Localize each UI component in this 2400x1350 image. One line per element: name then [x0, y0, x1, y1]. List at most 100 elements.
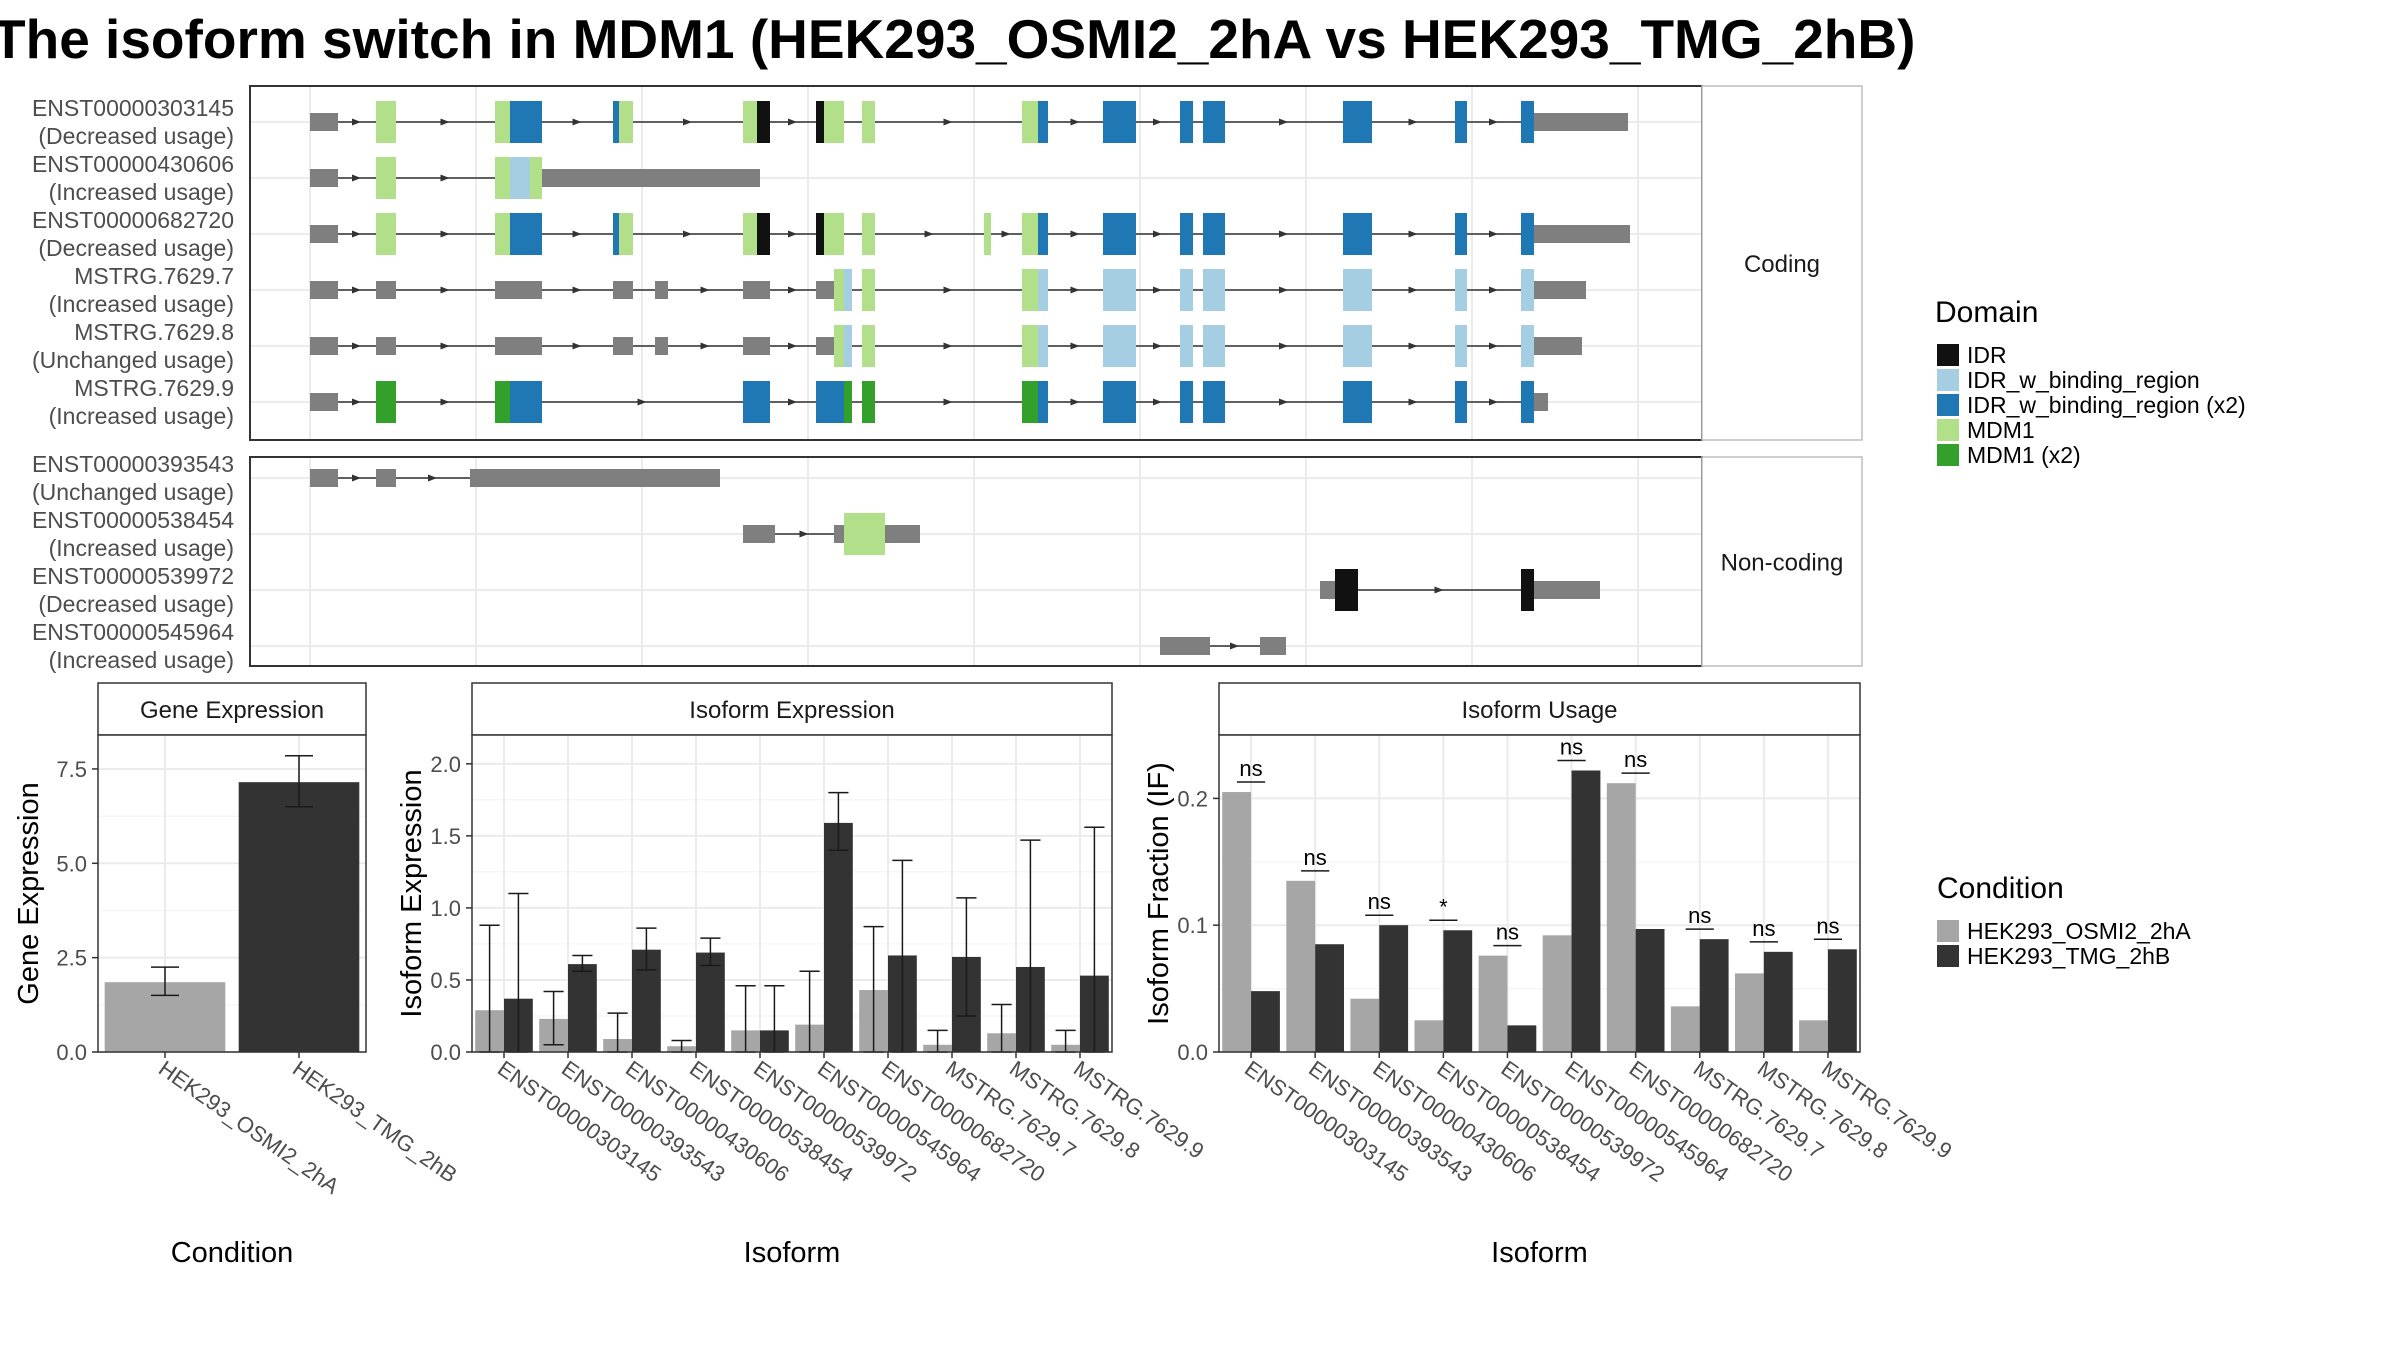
- intron-arrow: [572, 286, 582, 294]
- intron-arrow: [1153, 118, 1162, 126]
- domain-block: [1343, 101, 1372, 143]
- domain-block: [862, 325, 875, 367]
- domain-block: [1038, 381, 1048, 423]
- exon-block: [310, 469, 338, 487]
- exon-block: [310, 225, 338, 243]
- legend-key-domain: [1937, 369, 1959, 391]
- intron-arrow: [352, 174, 361, 182]
- intron-arrow: [788, 230, 797, 238]
- domain-block: [613, 101, 619, 143]
- exon-block: [310, 169, 338, 187]
- domain-block: [862, 101, 875, 143]
- domain-block: [1103, 101, 1136, 143]
- exon-block: [1260, 637, 1286, 655]
- intron-arrow: [788, 342, 797, 350]
- y-tick-label: 2.0: [430, 752, 461, 777]
- intron-arrow: [1070, 286, 1080, 294]
- exon-block: [743, 281, 770, 299]
- transcript-id-label: MSTRG.7629.9: [74, 375, 234, 401]
- intron-arrow: [1279, 118, 1288, 126]
- transcript-id-label: ENST00000393543: [32, 451, 234, 477]
- intron-arrow: [683, 118, 692, 126]
- facet-strip-coding: [1701, 85, 1863, 441]
- domain-block: [984, 213, 991, 255]
- exon-block: [655, 337, 668, 355]
- domain-block: [1103, 269, 1136, 311]
- bar: [1827, 949, 1857, 1052]
- exon-block: [613, 281, 633, 299]
- exon-block: [376, 469, 396, 487]
- domain-block: [1455, 325, 1467, 367]
- intron-arrow: [683, 230, 692, 238]
- intron-arrow: [943, 342, 953, 350]
- domain-block: [376, 381, 396, 423]
- domain-block: [1022, 381, 1038, 423]
- bar: [1507, 1025, 1537, 1052]
- intron-arrow: [1408, 118, 1418, 126]
- y-tick-label: 2.5: [56, 946, 87, 971]
- bar: [1350, 998, 1380, 1052]
- domain-block: [1343, 269, 1372, 311]
- legend-key-domain: [1937, 394, 1959, 416]
- transcript-usage-label: (Decreased usage): [38, 591, 234, 617]
- intron-arrow: [943, 286, 953, 294]
- chart-title: Isoform Usage: [1461, 697, 1617, 724]
- exon-block: [1534, 581, 1600, 599]
- domain-block: [376, 157, 396, 199]
- legend-key-domain: [1937, 344, 1959, 366]
- bar: [1286, 880, 1316, 1052]
- legend-label-domain: IDR: [1967, 342, 2007, 368]
- facet-strip-noncoding: [1701, 456, 1863, 667]
- bar: [568, 964, 597, 1052]
- facet-strip-label: Non-coding: [1721, 550, 1844, 577]
- intron-arrow: [1279, 398, 1288, 406]
- chart-panel-border: [97, 734, 367, 1053]
- y-tick-label: 0.0: [430, 1040, 461, 1065]
- significance-label: ns: [1752, 916, 1775, 941]
- intron-arrow: [943, 398, 953, 406]
- bar: [1606, 783, 1636, 1052]
- intron-arrow: [1153, 286, 1162, 294]
- intron-arrow: [440, 398, 450, 406]
- y-tick-label: 5.0: [56, 851, 87, 876]
- exon-block: [495, 337, 542, 355]
- domain-block: [1180, 381, 1193, 423]
- intron-arrow: [572, 118, 582, 126]
- intron-arrow: [440, 342, 450, 350]
- significance-label: ns: [1688, 903, 1711, 928]
- intron-arrow: [788, 118, 797, 126]
- legend-key-domain: [1937, 444, 1959, 466]
- exon-block: [1534, 113, 1628, 131]
- domain-block: [510, 213, 542, 255]
- domain-block: [1203, 325, 1225, 367]
- x-axis-title: Isoform: [1491, 1237, 1588, 1269]
- domain-block: [1022, 101, 1038, 143]
- domain-block: [1455, 101, 1467, 143]
- exon-block: [816, 281, 834, 299]
- intron-arrow: [1434, 586, 1444, 594]
- y-tick-label: 0.2: [1177, 786, 1208, 811]
- exon-block: [743, 337, 770, 355]
- intron-arrow: [1153, 230, 1162, 238]
- intron-arrow: [1230, 642, 1239, 650]
- transcript-usage-label: (Increased usage): [49, 403, 234, 429]
- exon-block: [613, 337, 633, 355]
- transcript-id-label: MSTRG.7629.7: [74, 263, 234, 289]
- domain-block: [1103, 325, 1136, 367]
- bar: [824, 822, 853, 1052]
- exon-block: [1534, 281, 1586, 299]
- domain-block: [1038, 213, 1048, 255]
- domain-block: [816, 381, 844, 423]
- x-axis-title: Isoform: [744, 1237, 841, 1269]
- domain-block: [743, 101, 757, 143]
- exon-block: [1534, 337, 1582, 355]
- transcript-usage-label: (Increased usage): [49, 647, 234, 673]
- legend-label-domain: IDR_w_binding_region (x2): [1967, 392, 2246, 418]
- exon-block: [495, 281, 542, 299]
- intron-arrow: [1408, 398, 1418, 406]
- intron-arrow: [1279, 286, 1288, 294]
- intron-arrow: [1153, 342, 1162, 350]
- domain-block: [619, 101, 633, 143]
- domain-block: [757, 101, 770, 143]
